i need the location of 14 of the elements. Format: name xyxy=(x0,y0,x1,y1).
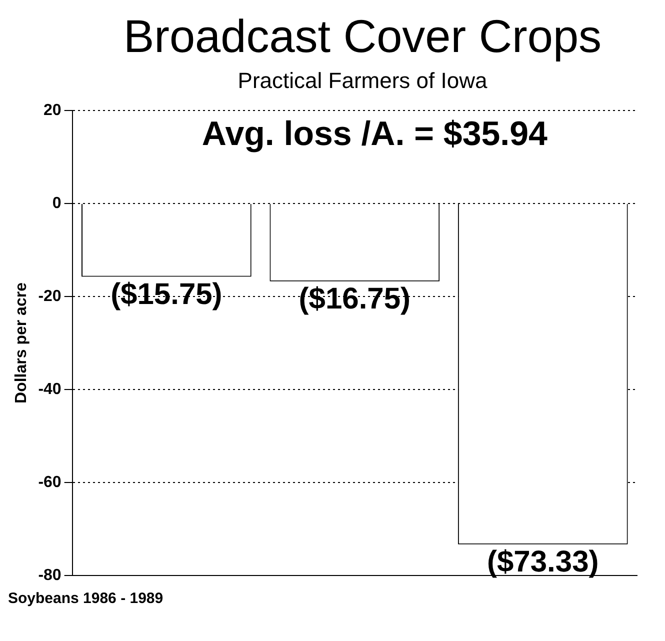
y-tick-label: -80 xyxy=(38,566,62,584)
y-tick-label: 0 xyxy=(52,194,62,212)
data-label: ($73.33) xyxy=(487,546,599,579)
text: Soybeans 1986 - 1989 xyxy=(8,589,164,609)
chart-subtitle: Practical Farmers of Iowa xyxy=(236,67,488,95)
y-axis-title: Dollars per acre xyxy=(13,282,30,404)
y-tick-label: -40 xyxy=(38,380,62,398)
y-tick-label: 20 xyxy=(44,102,62,120)
y-tick-label: -20 xyxy=(38,288,62,305)
y-tick-label: -60 xyxy=(38,474,62,491)
data-label: ($15.75) xyxy=(110,278,222,312)
data-label: ($16.75) xyxy=(298,282,411,316)
annotation: Avg. loss /A. = $35.94 xyxy=(202,114,548,153)
chart-title: Broadcast Cover Crops xyxy=(122,9,603,64)
